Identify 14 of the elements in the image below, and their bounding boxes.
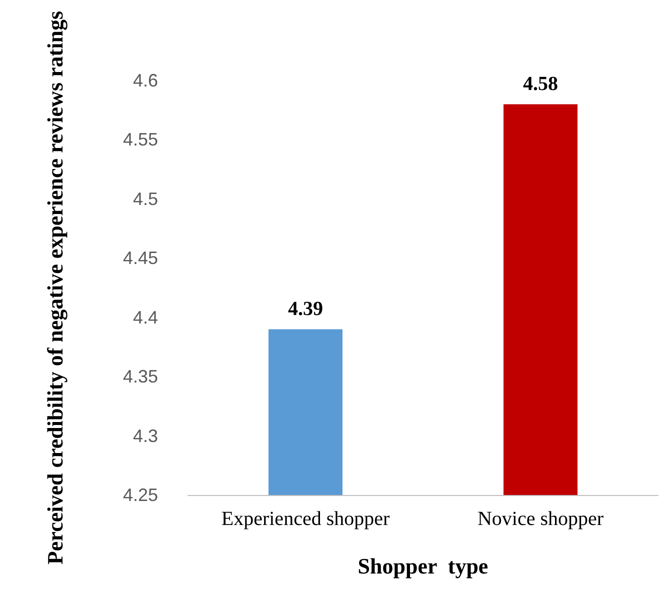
y-tick-label: 4.4 <box>132 307 158 328</box>
y-tick-label: 4.55 <box>122 130 158 150</box>
x-tick-label: Experienced shopper <box>221 508 390 530</box>
y-tick-label: 4.25 <box>122 485 158 505</box>
x-tick-label: Novice shopper <box>477 508 604 530</box>
data-label: 4.58 <box>523 73 558 96</box>
data-label: 4.39 <box>288 298 323 320</box>
x-axis-title: Shopper type <box>358 554 488 578</box>
y-tick-label: 4.45 <box>122 248 158 268</box>
y-axis-title: Perceived credibility of negative experience reviews ratings <box>42 10 68 565</box>
y-tick-label: 4.5 <box>132 188 158 209</box>
y-tick-label: 4.3 <box>132 426 158 446</box>
y-tick-label: 4.35 <box>122 366 158 387</box>
y-tick-label: 4.6 <box>132 70 158 91</box>
